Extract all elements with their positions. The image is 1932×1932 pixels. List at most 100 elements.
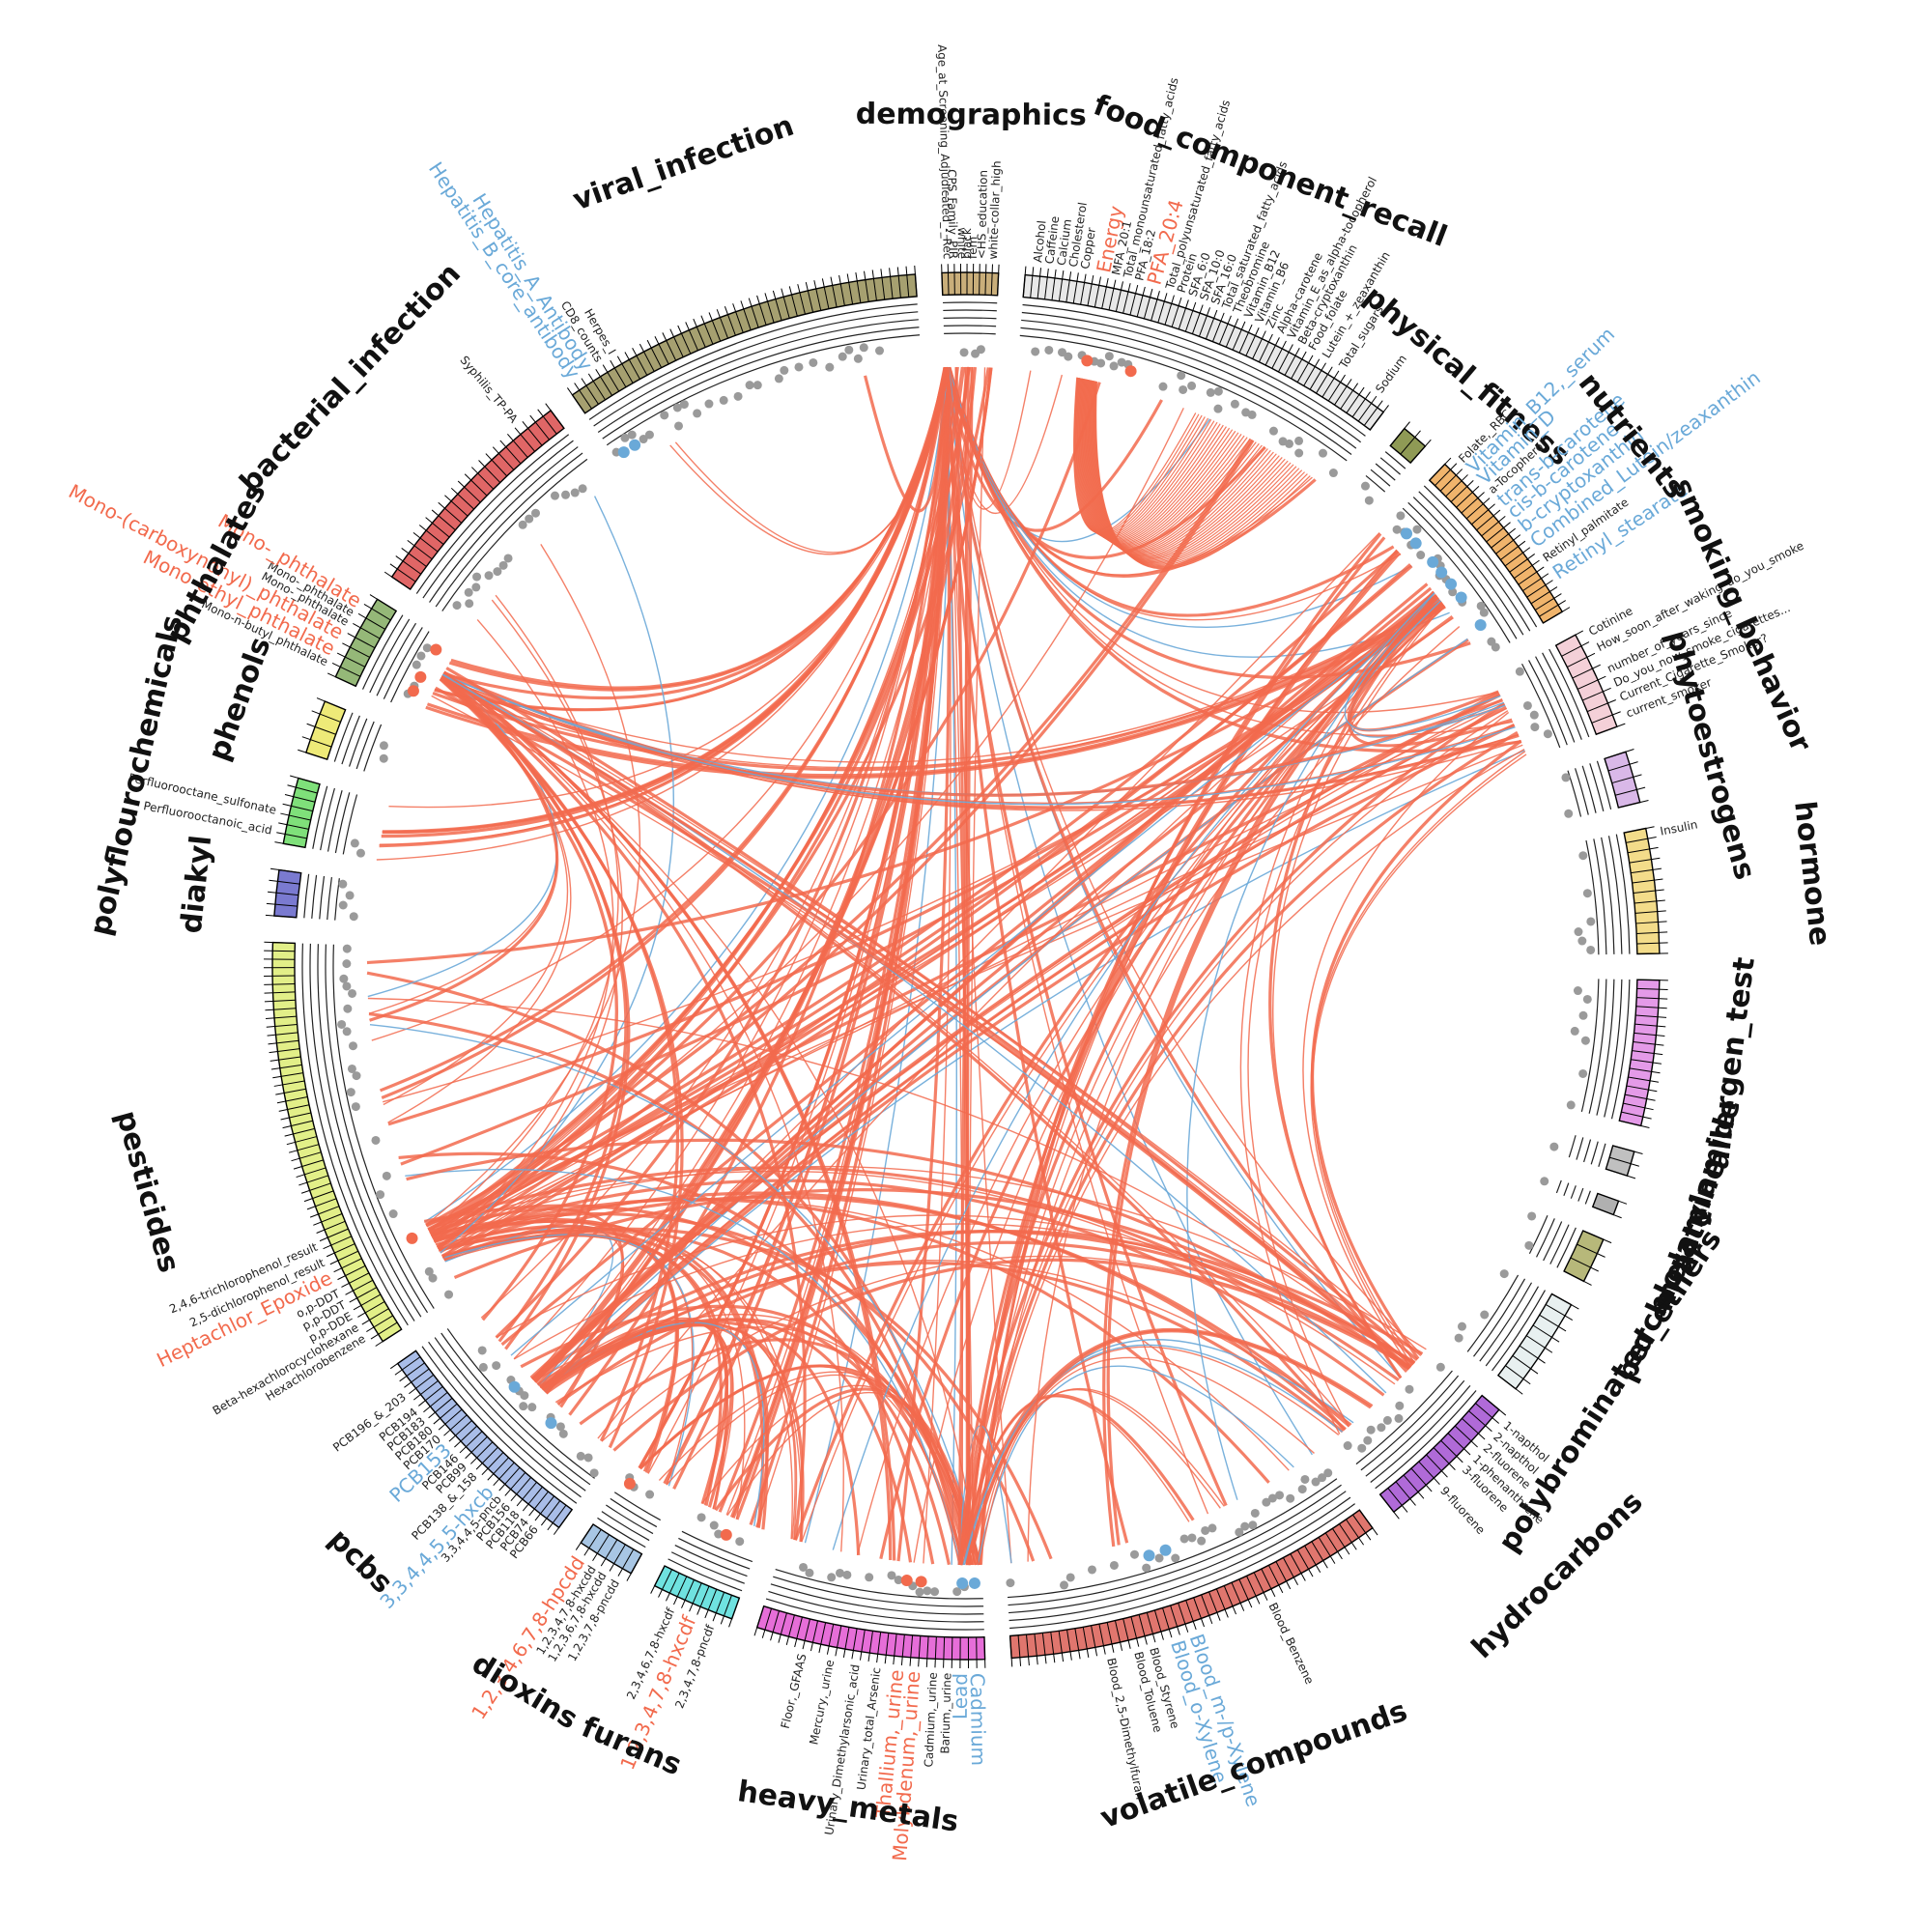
chord-link (543, 723, 1516, 1393)
variable-dot (704, 399, 714, 409)
sector-tick (693, 318, 706, 348)
sector-tick (1017, 1634, 1022, 1666)
sector-tick (900, 1634, 905, 1665)
variable-dot (379, 741, 388, 751)
variable-dot (1179, 1534, 1189, 1544)
sector-tick (268, 1039, 299, 1045)
sector-tick (540, 1500, 561, 1526)
sector-bar-pesticides[interactable] (271, 941, 403, 1343)
variable-label: Floor,_GFAAS (779, 1653, 810, 1730)
category-label-pesticides: pesticides (109, 1107, 185, 1276)
variable-dot (484, 571, 494, 581)
variable-dot (338, 879, 348, 889)
sector-tick (1264, 337, 1280, 366)
track-line (1360, 1375, 1460, 1471)
track-line (613, 1492, 661, 1521)
sector-tick (296, 1167, 327, 1179)
category-label-heavy-metals: heavy_metals (735, 1775, 960, 1839)
sector-tick (265, 914, 297, 919)
track-line (1584, 1190, 1591, 1205)
highlighted-dot (1427, 555, 1439, 568)
sector-tick (1400, 430, 1421, 455)
variable-dot (376, 1190, 385, 1200)
category-label-volatile-compounds: volatile_compounds (1096, 1694, 1412, 1835)
sector-tick (1465, 497, 1491, 520)
chord-link (429, 594, 619, 1234)
sector-tick (282, 803, 313, 812)
sector-tick (696, 1585, 710, 1615)
sector-tick (1108, 279, 1117, 311)
variable-dot (1267, 1493, 1277, 1503)
sector-tick (884, 1633, 890, 1664)
sector-tick (1215, 1588, 1229, 1618)
sector-tick (1545, 1303, 1574, 1321)
track-line (376, 622, 417, 696)
highlighted-dot (414, 670, 427, 683)
sector-tick (1435, 463, 1458, 487)
variable-dot (382, 1171, 391, 1180)
sector-tick (934, 1636, 937, 1668)
sector-tick (1106, 1622, 1115, 1653)
variable-dot (1527, 1211, 1537, 1221)
track-line (1610, 979, 1631, 1120)
variable-dot (1208, 1523, 1217, 1533)
sector-tick (274, 841, 306, 848)
sector-tick (700, 315, 714, 345)
track-line (1548, 648, 1590, 738)
chord-link (966, 710, 1509, 1566)
sector-tick (761, 1608, 773, 1638)
sector-tick (1136, 286, 1146, 318)
sector-tick (1551, 1293, 1579, 1310)
sector-tick (1618, 799, 1649, 809)
chord-link (425, 544, 641, 1226)
sector-tick (306, 723, 336, 735)
chord-link (1310, 739, 1522, 1360)
track-line (363, 724, 383, 772)
sector-tick (1253, 1572, 1268, 1601)
sector-tick (280, 812, 311, 821)
sector-tick (316, 1220, 346, 1234)
track-line (1375, 463, 1396, 481)
track-line (383, 627, 423, 699)
variable-label: Blood_Benzene (1265, 1601, 1316, 1687)
sector-tick (1609, 1156, 1639, 1167)
sector-tick (369, 594, 397, 611)
sector-tick (1303, 358, 1321, 386)
sector-tick (303, 1190, 334, 1203)
track-line (601, 1511, 650, 1542)
sector-tick (1058, 270, 1065, 301)
sector-tick (1252, 330, 1266, 359)
variable-dot (527, 1403, 537, 1412)
highlighted-dot (1445, 578, 1458, 590)
sector-physical-fitness (1360, 421, 1432, 505)
sector-tick (1491, 527, 1517, 549)
track-line (327, 790, 343, 852)
variable-dot (1480, 1310, 1490, 1320)
sector-tick (772, 290, 782, 321)
sector-tick (1636, 997, 1668, 1000)
sector-tick (1122, 283, 1131, 314)
variable-dot (1366, 1425, 1376, 1435)
variable-dot (1578, 1010, 1588, 1020)
chord-link (441, 672, 628, 1343)
sector-phthalates (327, 594, 442, 703)
sector-tick (537, 409, 557, 435)
category-label-diakyl: diakyl (175, 834, 219, 935)
variable-dot (1454, 1333, 1463, 1343)
track-line (1423, 485, 1538, 628)
sector-tick (1543, 607, 1571, 624)
ring-labels: Age_at_Screening_Adjudicated_-_RecCPS_Fa… (65, 44, 1836, 1862)
variable-dot (1213, 386, 1223, 396)
variable-label: CPS_Family_PIR (945, 169, 960, 259)
sector-tick (587, 373, 606, 401)
variable-label: Caffeine (1042, 215, 1062, 265)
variable-dot (1197, 1536, 1207, 1546)
track-line (325, 944, 429, 1314)
sector-bar-demographics[interactable] (941, 271, 1000, 297)
track-line (943, 317, 997, 320)
sector-tick (1178, 1603, 1189, 1633)
sector-tick (529, 414, 550, 440)
sector-tick (708, 312, 722, 342)
sector-tick (1621, 1111, 1652, 1120)
variable-dot (348, 1041, 357, 1051)
